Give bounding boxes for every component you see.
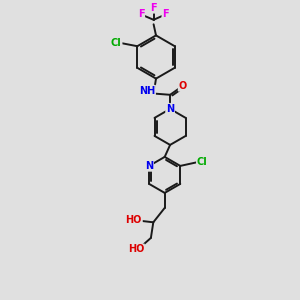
Text: F: F xyxy=(138,9,144,20)
Text: F: F xyxy=(150,3,157,13)
Text: Cl: Cl xyxy=(197,157,208,167)
Text: Cl: Cl xyxy=(111,38,122,48)
Text: N: N xyxy=(145,161,153,171)
Text: F: F xyxy=(162,9,169,20)
Text: HO: HO xyxy=(126,214,142,225)
Text: NH: NH xyxy=(139,85,155,96)
Text: O: O xyxy=(178,81,187,91)
Text: N: N xyxy=(166,104,174,114)
Text: HO: HO xyxy=(128,244,144,254)
